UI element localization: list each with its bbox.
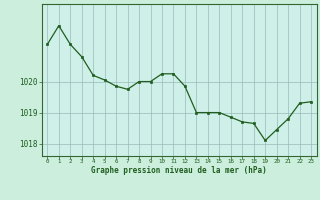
X-axis label: Graphe pression niveau de la mer (hPa): Graphe pression niveau de la mer (hPa) — [91, 166, 267, 175]
